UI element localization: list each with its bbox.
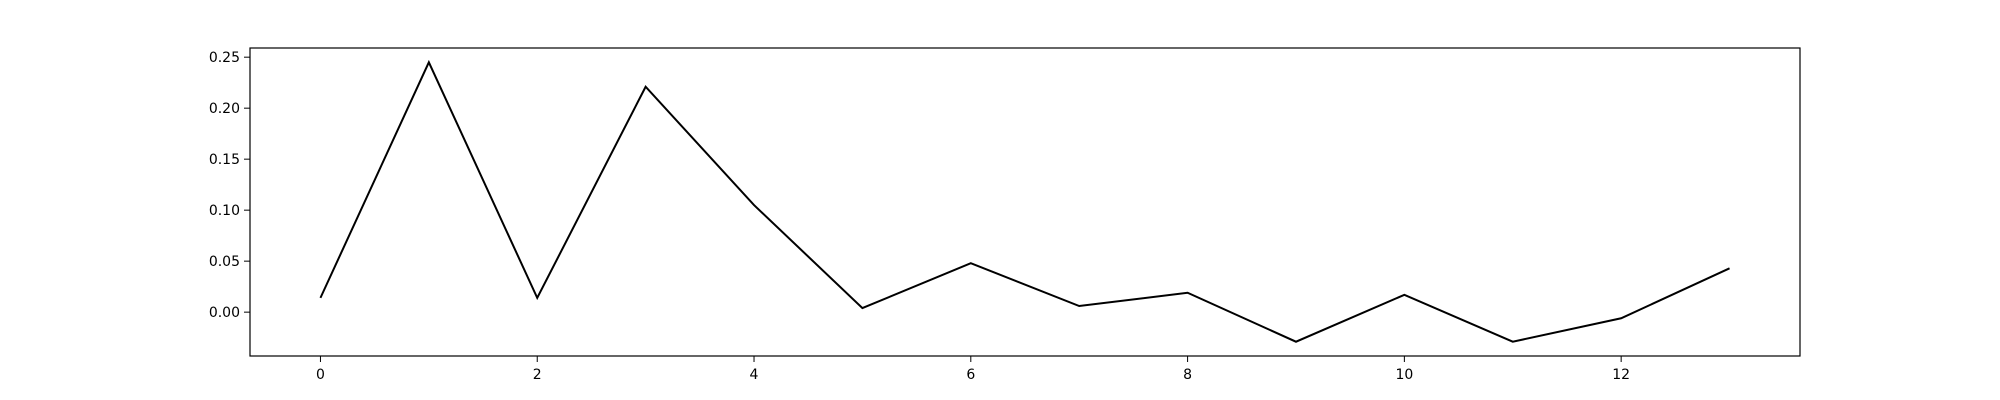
x-tick-label: 10 — [1395, 367, 1413, 383]
plot-frame — [249, 47, 1801, 357]
x-tick-label: 4 — [750, 367, 759, 383]
y-tick-label: 0.05 — [209, 254, 240, 270]
axis-ticks: 0 2 4 6 8 10 12 0.00 0.05 0.10 0.15 0.20 0.25 — [209, 50, 1630, 383]
x-tick-label: 0 — [316, 367, 325, 383]
series-line-0 — [319, 59, 1730, 343]
y-tick-label: 0.00 — [209, 305, 240, 321]
series-layer — [319, 59, 1730, 343]
x-tick-label: 12 — [1612, 367, 1630, 383]
x-tick-label: 8 — [1183, 367, 1192, 383]
y-tick-label: 0.20 — [209, 101, 240, 117]
x-tick-label: 2 — [533, 367, 542, 383]
y-tick-label: 0.25 — [209, 50, 240, 66]
y-tick-label: 0.15 — [209, 152, 240, 168]
y-tick-label: 0.10 — [209, 203, 240, 219]
plot-area — [249, 47, 1801, 357]
x-tick-label: 6 — [966, 367, 975, 383]
